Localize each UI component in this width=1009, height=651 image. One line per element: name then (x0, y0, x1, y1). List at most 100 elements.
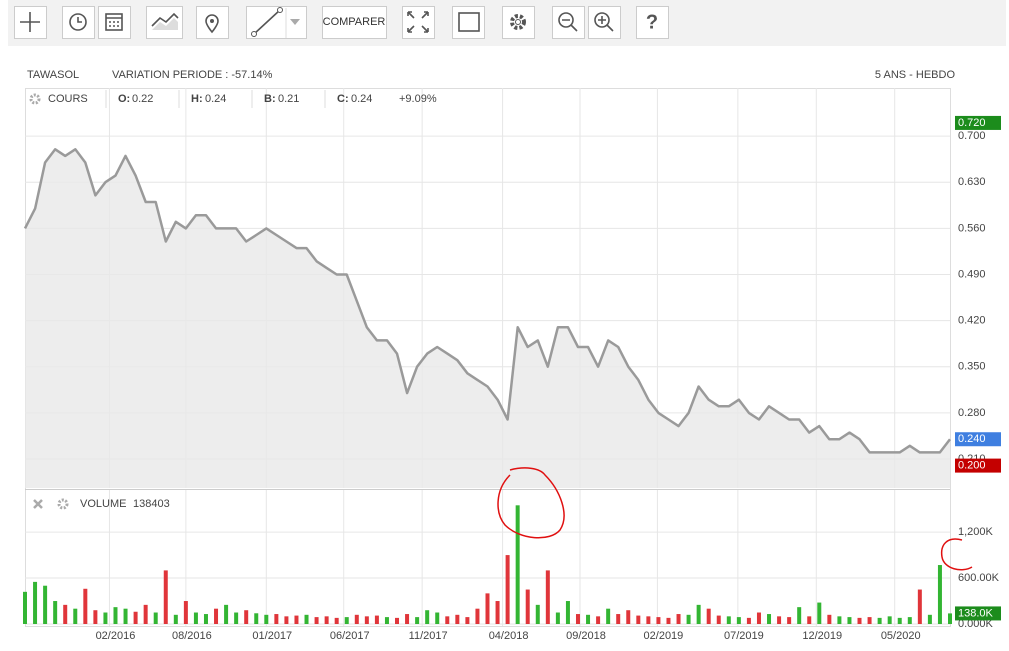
volume-bar (525, 589, 530, 624)
price-area (25, 149, 950, 489)
x-tick-label: 11/2017 (409, 630, 448, 642)
volume-bar (867, 617, 872, 624)
y-tick-label: 0.560 (958, 222, 986, 234)
volume-bar (646, 616, 651, 624)
volume-bar (907, 617, 912, 624)
legend-gear[interactable] (29, 93, 41, 105)
draw-tool-button[interactable] (246, 6, 307, 39)
compare-button[interactable]: COMPARER (322, 6, 387, 39)
volume-bar (53, 601, 58, 624)
volume-bar (545, 570, 550, 624)
price-marker-label: 0.200 (958, 460, 986, 472)
legend-change: +9.09% (399, 93, 437, 105)
volume-bar (183, 601, 188, 624)
volume-bar (897, 617, 902, 624)
volume-marker (955, 606, 1001, 621)
volume-bar (857, 617, 862, 624)
volume-bar (686, 614, 691, 624)
volume-bar (807, 616, 812, 624)
settings-button[interactable] (502, 6, 535, 39)
volume-bar (787, 617, 792, 624)
x-tick-label: 07/2019 (724, 630, 764, 642)
volume-bar (435, 612, 440, 624)
y-tick-label: 0.490 (958, 268, 986, 280)
volume-bar (937, 565, 942, 624)
volume-bar (405, 614, 410, 624)
volume-bar (636, 615, 641, 624)
price-marker-label: 0.240 (958, 433, 986, 445)
legend: O: 0.22 H: 0.24 B: 0.21 C: 0.24 (105, 90, 372, 108)
volume-bar (344, 617, 349, 624)
volume-bar (535, 604, 540, 624)
volume-bar (43, 585, 48, 624)
volume-bar (485, 593, 490, 624)
volume-bar (797, 607, 802, 624)
volume-bar (475, 608, 480, 624)
help-button[interactable]: ? (636, 6, 669, 39)
legend-label: H: (191, 93, 203, 105)
crosshair-button[interactable] (14, 6, 47, 39)
volume-bar (193, 612, 198, 624)
zoom-in-button[interactable] (588, 6, 621, 39)
volume-bar (777, 616, 782, 624)
volume-bar (33, 581, 38, 624)
grid (25, 88, 950, 626)
volume-bar (696, 604, 701, 624)
legend-label: O: (118, 93, 130, 105)
volume-bar (143, 604, 148, 624)
volume-bar (234, 612, 239, 624)
marker-button[interactable] (196, 6, 229, 39)
volume-bar (103, 612, 108, 624)
volume-bar (93, 610, 98, 624)
volume-bar (948, 613, 952, 624)
volume-bar (153, 612, 158, 624)
volume-bar (163, 570, 168, 624)
chart-subtitle: VARIATION PERIODE : -57.14% (112, 69, 273, 81)
volume-bar (505, 555, 510, 624)
volume-bar (726, 616, 731, 624)
annotation-circle (497, 467, 565, 539)
legend-value: 0.21 (278, 93, 299, 105)
plot (23, 148, 952, 624)
volume-bar (133, 611, 138, 624)
volume-marker-label: 138.0K (958, 607, 994, 619)
volume-bar (756, 612, 761, 624)
fullscreen-button[interactable] (402, 6, 435, 39)
volume-bar (596, 616, 601, 624)
x-tick-label: 02/2016 (96, 630, 136, 642)
volume-gear[interactable] (57, 498, 69, 510)
volume-bar (767, 614, 772, 624)
volume-legend-name: VOLUME (80, 498, 126, 510)
frame-button[interactable] (452, 6, 485, 39)
volume-bar (626, 610, 631, 624)
volume-bar (656, 617, 661, 624)
y2-tick-label: 0.000K (958, 618, 994, 630)
chart-type-button[interactable] (146, 6, 183, 39)
y-tick-label: 0.630 (958, 176, 986, 188)
volume-bar (123, 608, 128, 624)
price-line (23, 148, 951, 454)
volume-bar (425, 610, 430, 624)
volume-bar (314, 617, 319, 624)
history-button[interactable] (62, 6, 95, 39)
price-marker-label: 0.720 (958, 117, 986, 129)
volume-bar (304, 614, 309, 624)
y-tick-label: 0.420 (958, 315, 986, 327)
volume-bar (515, 505, 520, 624)
calendar-button[interactable] (98, 6, 131, 39)
price-marker (955, 432, 1001, 447)
volume-bar (173, 614, 178, 624)
x-tick-label: 01/2017 (252, 630, 292, 642)
close-volume[interactable] (33, 499, 43, 509)
x-tick-label: 02/2019 (644, 630, 684, 642)
svg-text:?: ? (646, 11, 658, 33)
volume-bar (495, 601, 500, 624)
volume-bar (73, 608, 78, 624)
volume-bar (445, 616, 450, 624)
legend-value: 0.22 (132, 93, 153, 105)
chart-title: TAWASOL (27, 69, 79, 81)
y-tick-label: 0.350 (958, 361, 986, 373)
volume-legend-value: 138403 (133, 498, 170, 510)
zoom-out-button[interactable] (552, 6, 585, 39)
y2-tick-label: 600.00K (958, 572, 1000, 584)
